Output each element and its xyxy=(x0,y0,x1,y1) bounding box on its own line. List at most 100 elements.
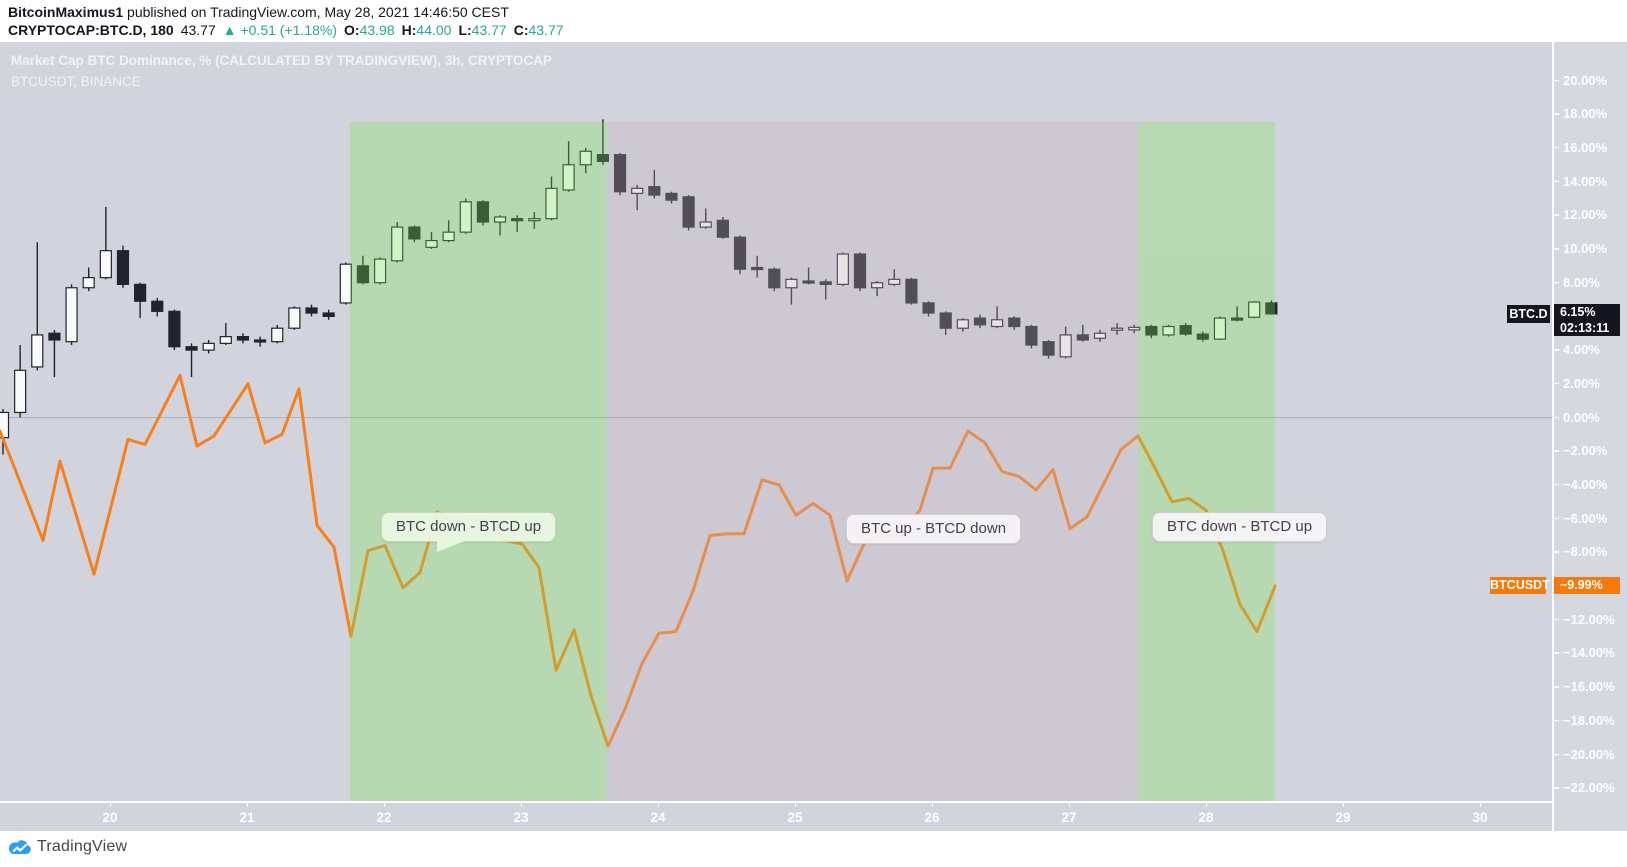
candle-body xyxy=(476,201,490,223)
open-label: O: xyxy=(344,22,360,38)
candle-body xyxy=(613,154,627,193)
candle-body xyxy=(631,187,644,194)
btcd-last-value: 6.15% xyxy=(1560,304,1596,319)
candle-body xyxy=(151,300,164,312)
last-price: 43.77 xyxy=(180,22,216,38)
btcd-price-badge: 6.15% 02:13:11 xyxy=(1554,303,1620,336)
candle-body xyxy=(1025,325,1038,346)
price-axis[interactable]: 20.00% 18.00% 16.00% 14.00% 12.00% 10.00% 8.00… xyxy=(1552,42,1627,831)
price-change: ▲ +0.51 (+1.18%) xyxy=(222,22,338,38)
candle-body xyxy=(888,278,901,285)
candle-body xyxy=(305,307,318,314)
time-axis-tick xyxy=(1343,803,1344,807)
time-axis-label: 23 xyxy=(513,810,529,825)
price-axis-label: 0.00% xyxy=(1554,409,1600,425)
candle-body xyxy=(339,263,352,304)
candle-body xyxy=(202,342,215,351)
candle-body xyxy=(871,282,884,289)
high-label: H: xyxy=(401,22,417,38)
time-axis-tick xyxy=(795,803,796,807)
symbol-ohlc-line: CRYPTOCAP:BTC.D, 180 43.77 ▲ +0.51 (+1.18%… xyxy=(8,22,564,38)
candle-body xyxy=(1076,334,1089,341)
candle-body xyxy=(236,336,250,341)
candle-body xyxy=(168,310,181,348)
candle-body xyxy=(373,258,387,284)
overlay-series-title: BTCUSDT, BINANCE xyxy=(11,74,141,89)
tradingview-brand-text[interactable]: TradingView xyxy=(37,838,128,855)
tradingview-logo-icon[interactable] xyxy=(8,838,32,856)
candle-body xyxy=(82,277,95,289)
candle-body xyxy=(134,283,147,302)
candle-body xyxy=(185,346,198,351)
regime-callout-label[interactable]: BTC down - BTCD up xyxy=(1152,512,1328,542)
candle-body xyxy=(665,192,678,201)
candle-body xyxy=(905,278,918,304)
high-value: 44.00 xyxy=(416,22,452,38)
candle-body xyxy=(922,302,935,314)
time-axis-tick xyxy=(247,803,248,807)
regime-callout-label[interactable]: BTC down - BTCD up xyxy=(381,512,557,552)
price-axis-label: −22.00% xyxy=(1554,780,1615,796)
candle-body xyxy=(31,334,44,368)
candle-body xyxy=(1128,326,1141,331)
price-axis-label: 4.00% xyxy=(1554,342,1600,358)
price-chart-canvas[interactable] xyxy=(0,42,1552,801)
price-axis-label: −16.00% xyxy=(1554,679,1615,695)
candle-body xyxy=(511,218,524,222)
candle-body xyxy=(1093,332,1107,339)
candle-body xyxy=(14,369,27,414)
candle-body xyxy=(288,307,301,329)
price-axis-label: −12.00% xyxy=(1554,611,1615,627)
main-series-title: Market Cap BTC Dominance, % (CALCULATED … xyxy=(11,53,553,68)
candle-body xyxy=(751,266,764,271)
price-axis-label: −18.00% xyxy=(1554,712,1615,728)
publish-info-line: BitcoinMaximus1 published on TradingView… xyxy=(8,4,509,20)
candle-body xyxy=(322,312,335,317)
footer-bar: TradingView xyxy=(0,831,1627,867)
candle-body xyxy=(682,196,695,228)
candle-body xyxy=(648,186,661,196)
candle-body xyxy=(545,187,558,220)
btcusdt-series-badge: BTCUSDT xyxy=(1490,577,1550,595)
candle-body xyxy=(116,250,130,285)
publish-meta: published on TradingView.com, May 28, 20… xyxy=(123,4,509,20)
time-axis-tick xyxy=(521,803,522,807)
time-axis-tick xyxy=(110,803,111,807)
candle-body xyxy=(768,268,781,289)
low-label: L: xyxy=(458,22,472,38)
candle-body xyxy=(219,336,232,344)
time-axis-tick xyxy=(1480,803,1481,807)
time-axis-label: 27 xyxy=(1061,810,1077,825)
candle-body xyxy=(1248,301,1261,318)
time-axis-tick xyxy=(658,803,659,807)
candle-body xyxy=(733,236,747,270)
chart-pane[interactable]: Market Cap BTC Dominance, % (CALCULATED … xyxy=(0,42,1627,831)
time-axis-label: 26 xyxy=(924,810,940,825)
regime-band-green[interactable] xyxy=(350,122,607,801)
candle-body xyxy=(1008,317,1021,328)
author-name: BitcoinMaximus1 xyxy=(8,4,124,20)
candle-body xyxy=(1213,317,1227,340)
price-axis-label: 2.00% xyxy=(1554,375,1600,391)
time-axis-tick xyxy=(384,803,385,807)
price-axis-label: 14.00% xyxy=(1553,173,1608,189)
callout-tail xyxy=(437,541,465,552)
candle-body xyxy=(1059,334,1072,358)
regime-band-green[interactable] xyxy=(1138,122,1275,801)
price-axis-label: −20.00% xyxy=(1554,746,1615,762)
candle-body xyxy=(1230,317,1244,321)
time-axis-label: 29 xyxy=(1335,810,1351,825)
price-axis-label: 12.00% xyxy=(1553,207,1608,223)
btcusdt-price-badge: −9.99% xyxy=(1554,577,1620,595)
candle-body xyxy=(442,231,455,242)
time-axis-tick xyxy=(1206,803,1207,807)
candle-body xyxy=(716,219,729,238)
time-axis-label: 25 xyxy=(787,810,803,825)
regime-callout-label[interactable]: BTC up - BTCD down xyxy=(846,514,1022,544)
price-axis-label: −14.00% xyxy=(1554,645,1615,661)
time-axis-label: 24 xyxy=(650,810,666,825)
btcd-series-badge: BTC.D xyxy=(1507,304,1550,323)
candle-body xyxy=(493,216,507,223)
symbol-name: CRYPTOCAP:BTC.D, 180 xyxy=(8,22,174,38)
candle-body xyxy=(271,327,284,343)
